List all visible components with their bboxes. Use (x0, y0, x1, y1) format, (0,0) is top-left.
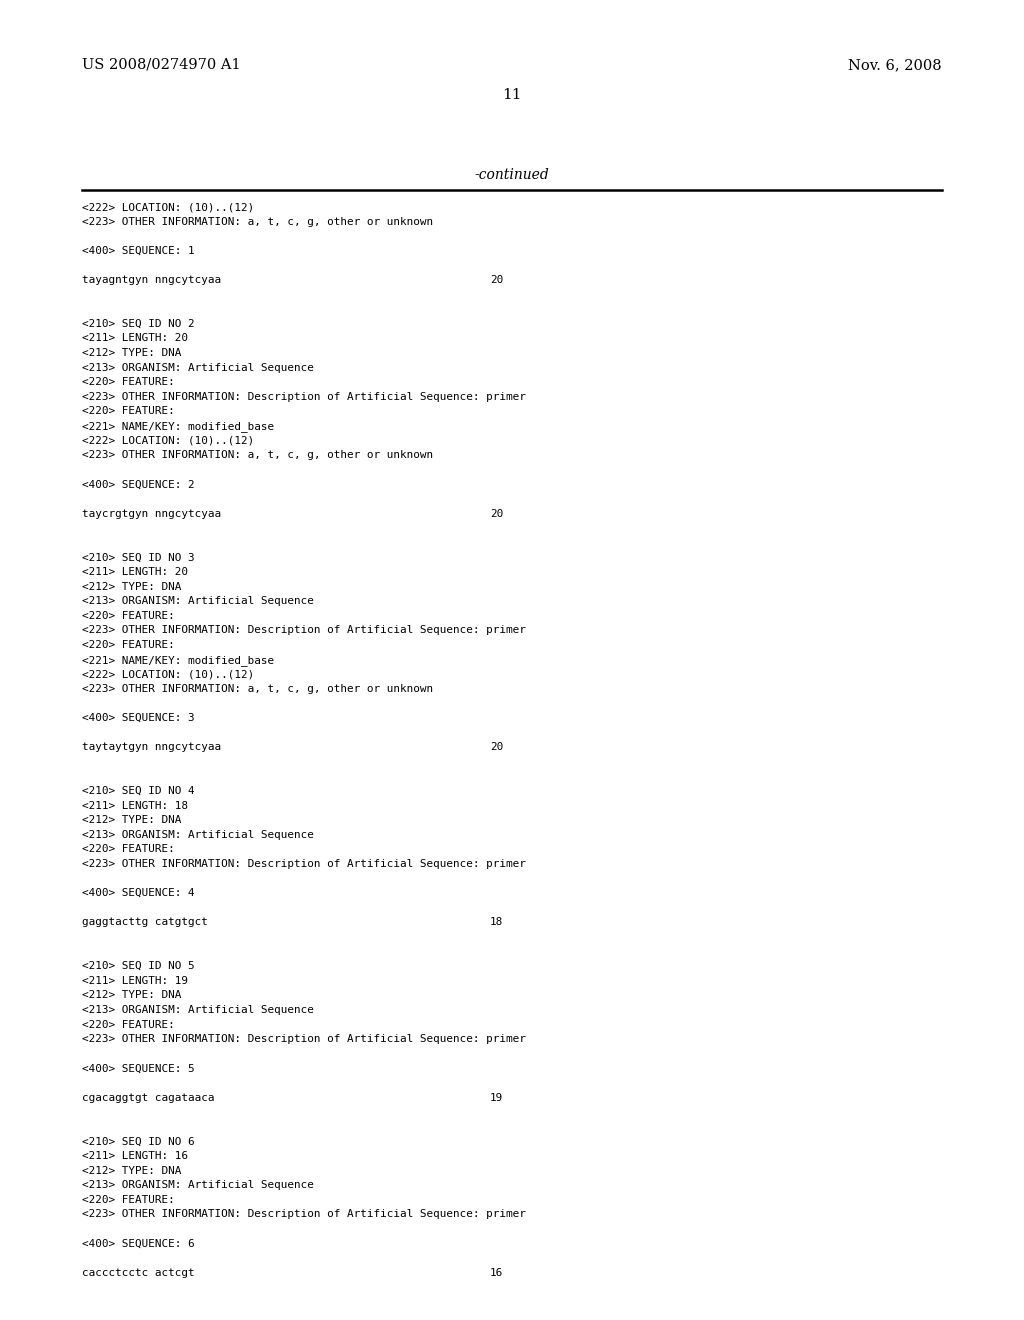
Text: <211> LENGTH: 20: <211> LENGTH: 20 (82, 568, 188, 577)
Text: <223> OTHER INFORMATION: a, t, c, g, other or unknown: <223> OTHER INFORMATION: a, t, c, g, oth… (82, 684, 433, 694)
Text: <212> TYPE: DNA: <212> TYPE: DNA (82, 990, 181, 1001)
Text: <220> FEATURE:: <220> FEATURE: (82, 407, 175, 416)
Text: <220> FEATURE:: <220> FEATURE: (82, 640, 175, 649)
Text: <212> TYPE: DNA: <212> TYPE: DNA (82, 582, 181, 591)
Text: <213> ORGANISM: Artificial Sequence: <213> ORGANISM: Artificial Sequence (82, 597, 314, 606)
Text: caccctcctc actcgt: caccctcctc actcgt (82, 1267, 195, 1278)
Text: <212> TYPE: DNA: <212> TYPE: DNA (82, 1166, 181, 1176)
Text: <213> ORGANISM: Artificial Sequence: <213> ORGANISM: Artificial Sequence (82, 1180, 314, 1191)
Text: <210> SEQ ID NO 2: <210> SEQ ID NO 2 (82, 319, 195, 329)
Text: <213> ORGANISM: Artificial Sequence: <213> ORGANISM: Artificial Sequence (82, 830, 314, 840)
Text: <400> SEQUENCE: 1: <400> SEQUENCE: 1 (82, 246, 195, 256)
Text: <210> SEQ ID NO 5: <210> SEQ ID NO 5 (82, 961, 195, 972)
Text: <223> OTHER INFORMATION: Description of Artificial Sequence: primer: <223> OTHER INFORMATION: Description of … (82, 626, 526, 635)
Text: <223> OTHER INFORMATION: a, t, c, g, other or unknown: <223> OTHER INFORMATION: a, t, c, g, oth… (82, 450, 433, 461)
Text: <210> SEQ ID NO 4: <210> SEQ ID NO 4 (82, 785, 195, 796)
Text: 20: 20 (490, 742, 503, 752)
Text: 16: 16 (490, 1267, 503, 1278)
Text: <221> NAME/KEY: modified_base: <221> NAME/KEY: modified_base (82, 421, 274, 432)
Text: <400> SEQUENCE: 4: <400> SEQUENCE: 4 (82, 888, 195, 898)
Text: <220> FEATURE:: <220> FEATURE: (82, 378, 175, 387)
Text: <400> SEQUENCE: 3: <400> SEQUENCE: 3 (82, 713, 195, 723)
Text: 20: 20 (490, 275, 503, 285)
Text: <222> LOCATION: (10)..(12): <222> LOCATION: (10)..(12) (82, 202, 254, 213)
Text: <223> OTHER INFORMATION: Description of Artificial Sequence: primer: <223> OTHER INFORMATION: Description of … (82, 1034, 526, 1044)
Text: cgacaggtgt cagataaca: cgacaggtgt cagataaca (82, 1093, 214, 1102)
Text: 11: 11 (502, 88, 522, 102)
Text: <212> TYPE: DNA: <212> TYPE: DNA (82, 816, 181, 825)
Text: <223> OTHER INFORMATION: Description of Artificial Sequence: primer: <223> OTHER INFORMATION: Description of … (82, 859, 526, 869)
Text: <223> OTHER INFORMATION: a, t, c, g, other or unknown: <223> OTHER INFORMATION: a, t, c, g, oth… (82, 216, 433, 227)
Text: <213> ORGANISM: Artificial Sequence: <213> ORGANISM: Artificial Sequence (82, 363, 314, 372)
Text: <213> ORGANISM: Artificial Sequence: <213> ORGANISM: Artificial Sequence (82, 1005, 314, 1015)
Text: <400> SEQUENCE: 6: <400> SEQUENCE: 6 (82, 1238, 195, 1249)
Text: tayagntgyn nngcytcyaa: tayagntgyn nngcytcyaa (82, 275, 221, 285)
Text: <223> OTHER INFORMATION: Description of Artificial Sequence: primer: <223> OTHER INFORMATION: Description of … (82, 1209, 526, 1220)
Text: <221> NAME/KEY: modified_base: <221> NAME/KEY: modified_base (82, 655, 274, 665)
Text: <210> SEQ ID NO 3: <210> SEQ ID NO 3 (82, 552, 195, 562)
Text: taytaytgyn nngcytcyaa: taytaytgyn nngcytcyaa (82, 742, 221, 752)
Text: <222> LOCATION: (10)..(12): <222> LOCATION: (10)..(12) (82, 436, 254, 446)
Text: <211> LENGTH: 16: <211> LENGTH: 16 (82, 1151, 188, 1162)
Text: taycrgtgyn nngcytcyaa: taycrgtgyn nngcytcyaa (82, 508, 221, 519)
Text: <210> SEQ ID NO 6: <210> SEQ ID NO 6 (82, 1137, 195, 1146)
Text: <223> OTHER INFORMATION: Description of Artificial Sequence: primer: <223> OTHER INFORMATION: Description of … (82, 392, 526, 401)
Text: <220> FEATURE:: <220> FEATURE: (82, 845, 175, 854)
Text: <211> LENGTH: 18: <211> LENGTH: 18 (82, 801, 188, 810)
Text: <220> FEATURE:: <220> FEATURE: (82, 611, 175, 620)
Text: <211> LENGTH: 19: <211> LENGTH: 19 (82, 975, 188, 986)
Text: 19: 19 (490, 1093, 503, 1102)
Text: -continued: -continued (475, 168, 549, 182)
Text: <400> SEQUENCE: 5: <400> SEQUENCE: 5 (82, 1064, 195, 1073)
Text: gaggtacttg catgtgct: gaggtacttg catgtgct (82, 917, 208, 928)
Text: <220> FEATURE:: <220> FEATURE: (82, 1019, 175, 1030)
Text: <212> TYPE: DNA: <212> TYPE: DNA (82, 348, 181, 358)
Text: 18: 18 (490, 917, 503, 928)
Text: US 2008/0274970 A1: US 2008/0274970 A1 (82, 58, 241, 73)
Text: <220> FEATURE:: <220> FEATURE: (82, 1195, 175, 1205)
Text: Nov. 6, 2008: Nov. 6, 2008 (848, 58, 942, 73)
Text: <222> LOCATION: (10)..(12): <222> LOCATION: (10)..(12) (82, 669, 254, 680)
Text: <211> LENGTH: 20: <211> LENGTH: 20 (82, 334, 188, 343)
Text: 20: 20 (490, 508, 503, 519)
Text: <400> SEQUENCE: 2: <400> SEQUENCE: 2 (82, 479, 195, 490)
